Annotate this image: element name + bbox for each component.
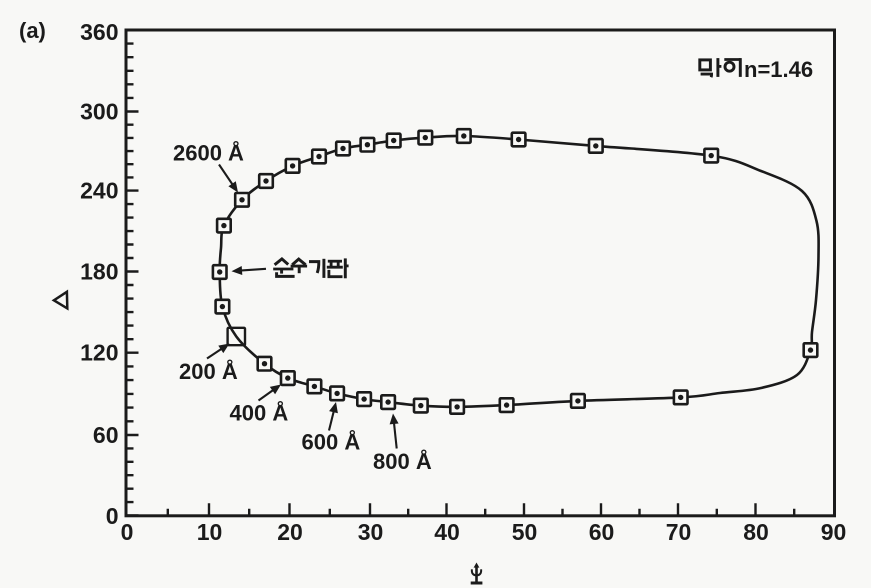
svg-text:400 Å: 400 Å — [230, 400, 289, 426]
svg-text:n=1.46: n=1.46 — [744, 57, 813, 82]
svg-text:2600 Å: 2600 Å — [173, 140, 244, 166]
svg-text:60: 60 — [93, 422, 119, 448]
svg-text:800 Å: 800 Å — [373, 448, 432, 474]
svg-text:200 Å: 200 Å — [179, 358, 238, 384]
svg-text:360: 360 — [80, 19, 118, 45]
svg-text:0: 0 — [106, 503, 119, 529]
svg-text:(a): (a) — [19, 18, 46, 43]
svg-text:120: 120 — [80, 340, 118, 366]
svg-text:80: 80 — [743, 519, 769, 545]
svg-text:180: 180 — [80, 259, 118, 285]
svg-text:600 Å: 600 Å — [302, 429, 361, 455]
svg-text:90: 90 — [821, 519, 847, 545]
svg-text:60: 60 — [589, 519, 615, 545]
svg-text:300: 300 — [80, 99, 118, 125]
svg-text:10: 10 — [197, 519, 223, 545]
svg-text:30: 30 — [358, 519, 384, 545]
svg-text:70: 70 — [666, 519, 692, 545]
svg-text:240: 240 — [80, 178, 118, 204]
svg-text:0: 0 — [121, 519, 134, 545]
svg-text:40: 40 — [434, 519, 460, 545]
svg-text:20: 20 — [277, 519, 303, 545]
svg-text:50: 50 — [512, 519, 538, 545]
